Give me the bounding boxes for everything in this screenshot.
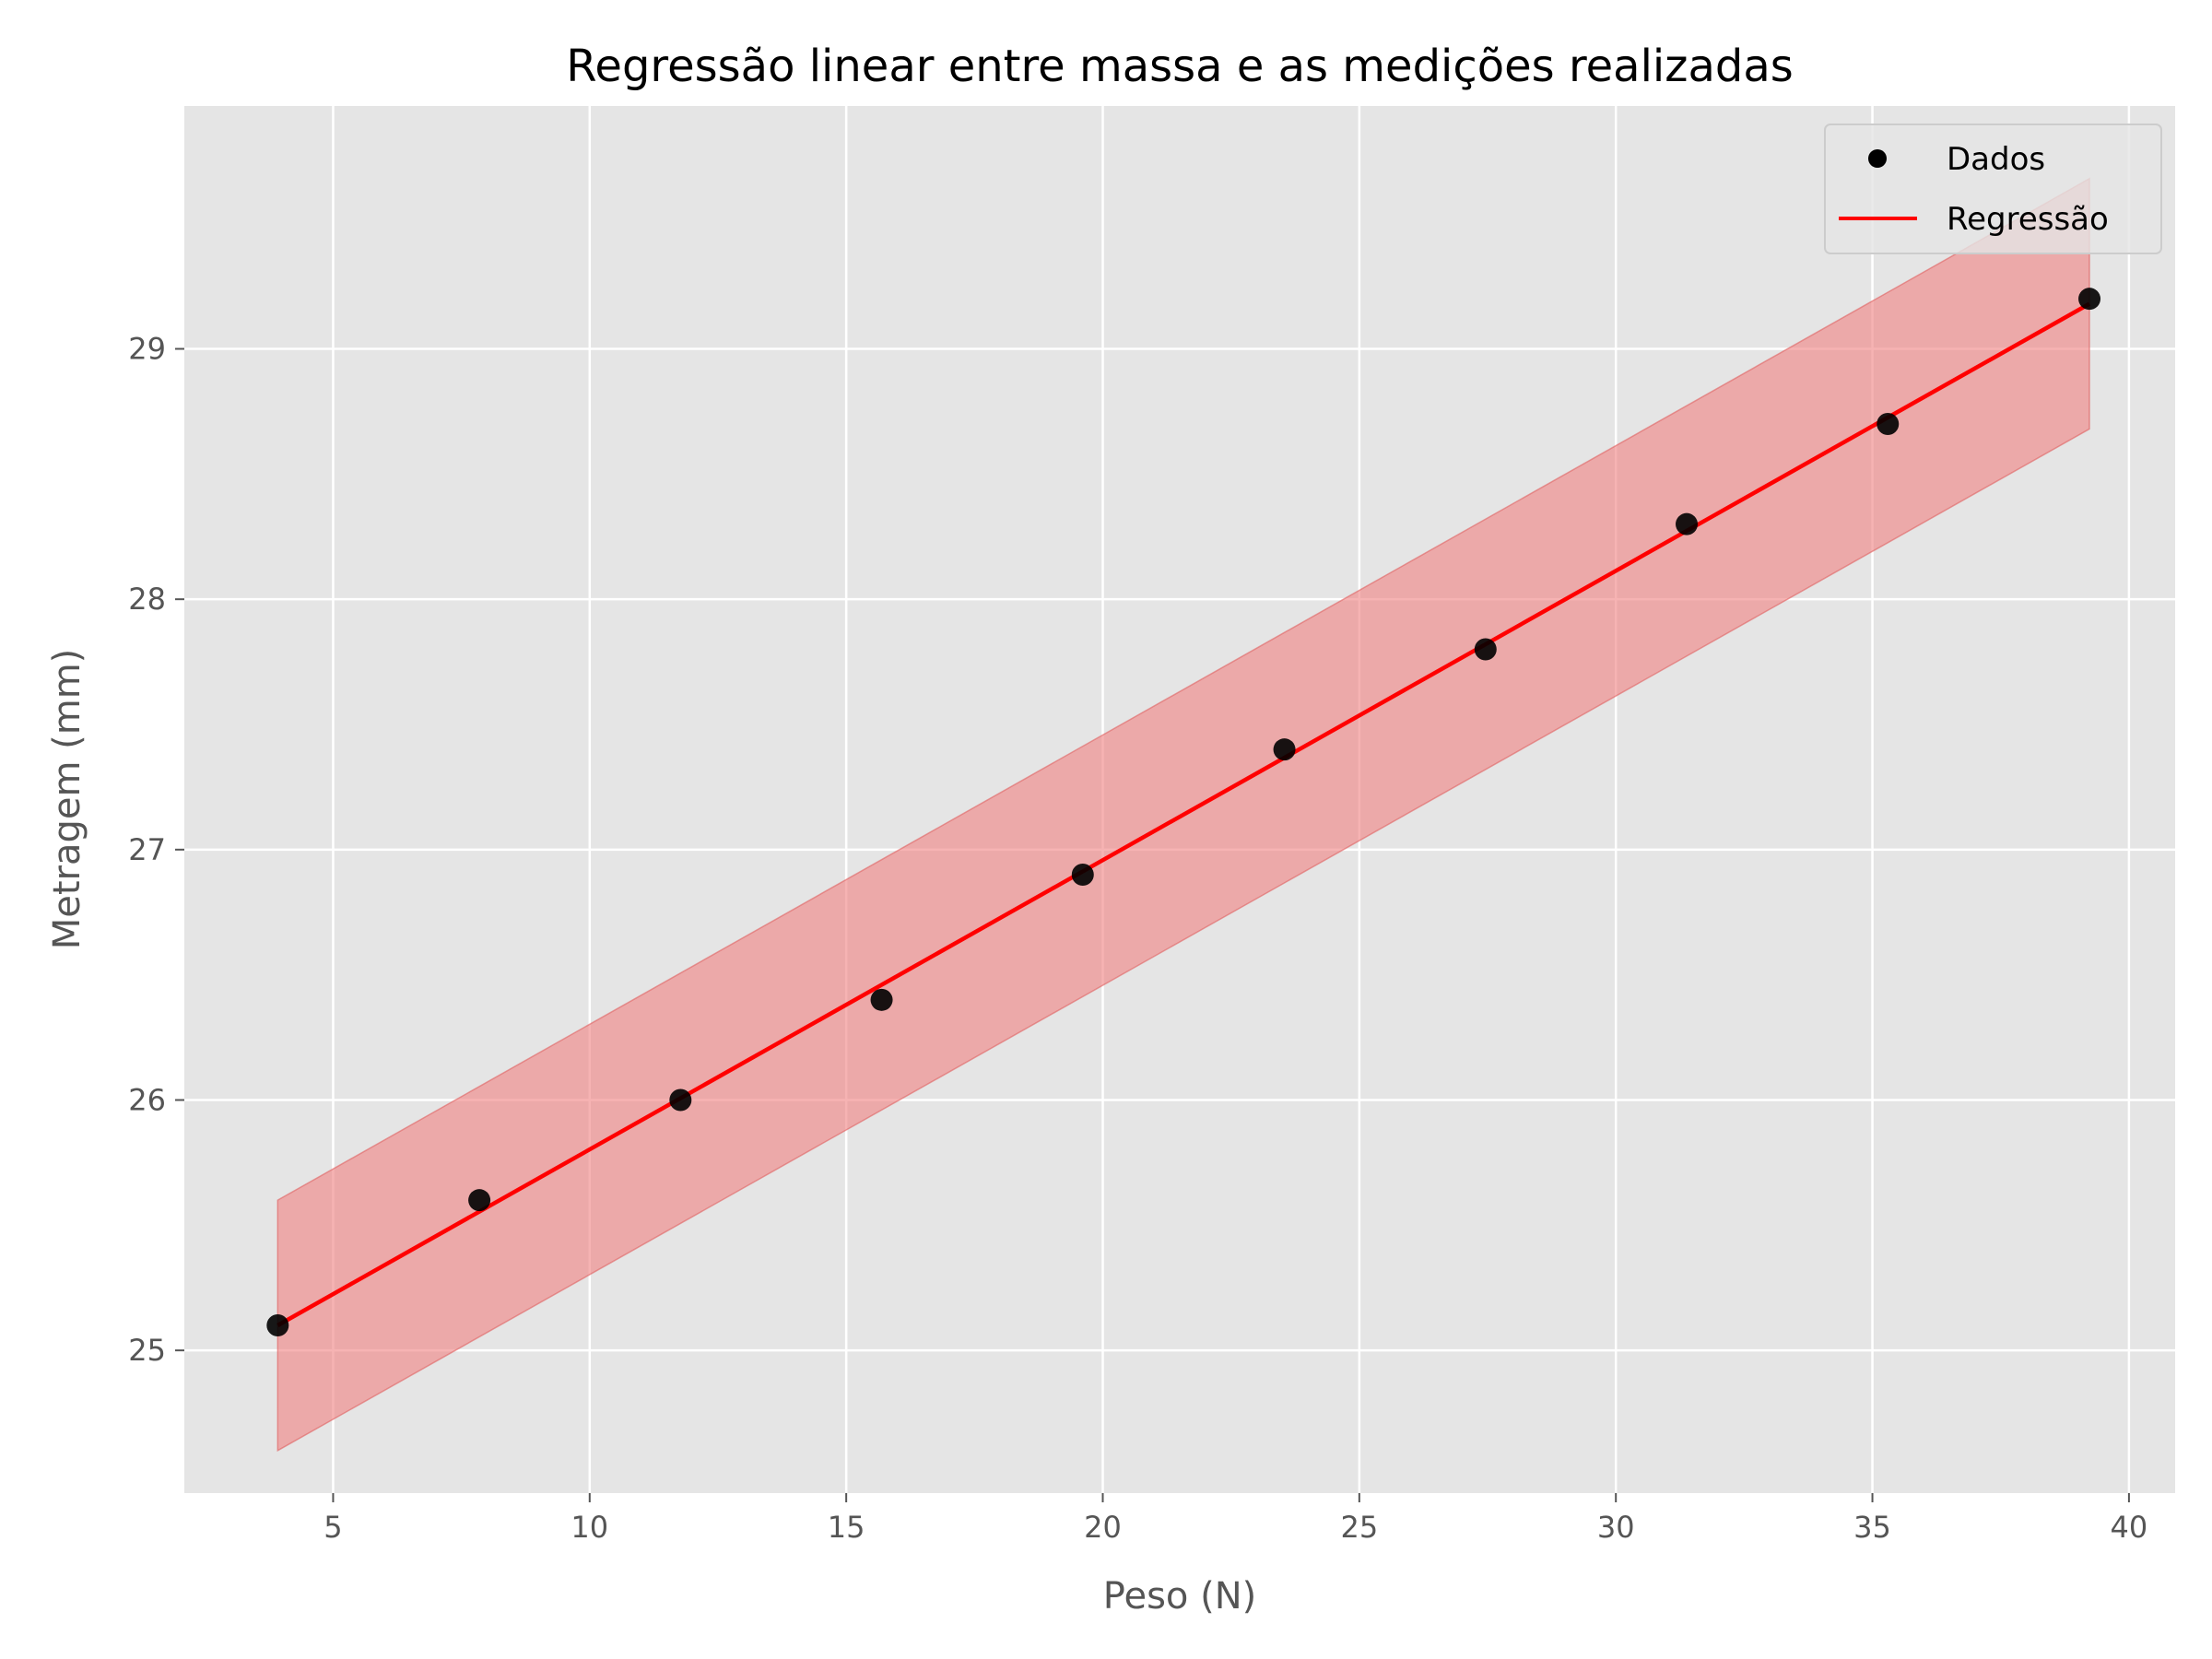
legend-label-dados: Dados [1947,141,2045,178]
data-points-layer [266,288,2101,1336]
data-point [1474,638,1497,661]
data-point [1877,413,1900,436]
chart-title: Regressão linear entre massa e as mediçõ… [566,41,1794,92]
y-tick-label: 26 [128,1082,166,1117]
x-axis-label: Peso (N) [1103,1575,1256,1618]
legend: Dados Regressão [1824,124,2162,254]
legend-marker-dados [1868,149,1887,168]
data-point [266,1313,289,1336]
x-tick-label: 15 [828,1510,865,1545]
x-tick-label: 35 [1853,1510,1891,1545]
regression-line [276,301,2091,1327]
regression-line-layer [276,301,2091,1327]
y-axis-label: Metragem (mm) [46,649,88,950]
data-point [1071,863,1094,886]
data-point [1273,738,1296,761]
legend-label-regressao: Regressão [1947,201,2109,238]
y-tick-label: 27 [128,832,166,867]
legend-box [1824,124,2162,254]
data-point [468,1189,491,1212]
x-axis-ticks: 5 10 15 20 25 30 35 40 [324,1493,2147,1545]
x-tick-label: 40 [2111,1510,2148,1545]
y-axis-ticks: 25 26 27 28 29 [128,332,184,1368]
y-tick-label: 29 [128,332,166,367]
y-tick-label: 28 [128,582,166,617]
x-tick-label: 25 [1340,1510,1378,1545]
x-tick-label: 20 [1084,1510,1122,1545]
data-point [870,988,893,1011]
x-tick-label: 5 [324,1510,342,1545]
y-tick-label: 25 [128,1333,166,1368]
data-point [1676,512,1699,535]
x-tick-label: 30 [1597,1510,1635,1545]
x-tick-label: 10 [571,1510,608,1545]
data-point [2078,288,2101,311]
data-point [669,1088,692,1112]
